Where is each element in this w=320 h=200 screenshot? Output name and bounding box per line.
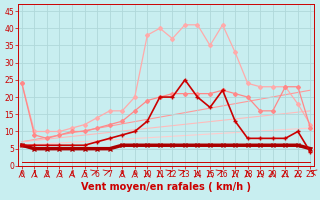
X-axis label: Vent moyen/en rafales ( km/h ): Vent moyen/en rafales ( km/h ) bbox=[81, 182, 251, 192]
